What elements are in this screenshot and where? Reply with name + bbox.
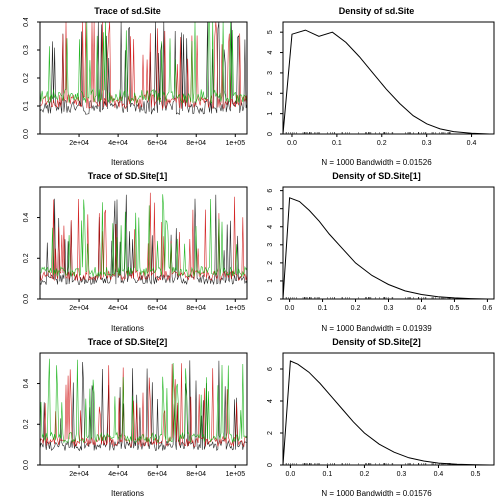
svg-text:0.4: 0.4: [467, 140, 477, 147]
x-axis-label: N = 1000 Bandwidth = 0.01939: [321, 324, 431, 333]
svg-text:2: 2: [267, 431, 274, 435]
svg-text:4e+04: 4e+04: [108, 471, 128, 478]
panel: Density of SD.Site[2] 0 2 4 6 0.0 0.1 0.2 0.3 0.4…: [253, 337, 500, 498]
svg-text:0.5: 0.5: [450, 305, 460, 312]
svg-text:0: 0: [267, 132, 274, 136]
panel-title: Density of SD.Site[1]: [332, 171, 421, 181]
panel: Density of SD.Site[1] 0 1 2 3 4 5 6 0.0 0.1 0.2 0.3…: [253, 171, 500, 332]
svg-text:4: 4: [267, 225, 274, 229]
svg-text:0.2: 0.2: [377, 140, 387, 147]
svg-text:0: 0: [267, 297, 274, 301]
svg-text:0.2: 0.2: [360, 471, 370, 478]
svg-text:6: 6: [267, 189, 274, 193]
svg-text:0.3: 0.3: [23, 45, 30, 55]
svg-text:5: 5: [267, 207, 274, 211]
svg-text:0.2: 0.2: [23, 254, 30, 264]
svg-text:2e+04: 2e+04: [69, 305, 89, 312]
svg-text:0.2: 0.2: [23, 419, 30, 429]
svg-text:0.3: 0.3: [384, 305, 394, 312]
svg-text:0.3: 0.3: [422, 140, 432, 147]
panel-title: Density of sd.Site: [339, 6, 415, 16]
svg-text:0.5: 0.5: [471, 471, 481, 478]
density-plot: 0 1 2 3 4 5 0.0 0.1 0.2 0.3 0.4: [253, 18, 500, 156]
panel: Trace of SD.Site[2] 0.0 0.2 0.4 2e+04 4e+04 6e…: [4, 337, 251, 498]
plot-grid: Trace of sd.Site 0.0 0.1 0.2 0.3 0.4 2e+04 4e+0…: [0, 0, 504, 504]
panel-title: Trace of SD.Site[2]: [88, 337, 168, 347]
svg-text:0.3: 0.3: [397, 471, 407, 478]
x-axis-label: N = 1000 Bandwidth = 0.01576: [321, 489, 431, 498]
svg-text:0.4: 0.4: [23, 378, 30, 388]
svg-text:0.1: 0.1: [23, 101, 30, 111]
svg-text:0.4: 0.4: [417, 305, 427, 312]
svg-text:2: 2: [267, 91, 274, 95]
svg-text:0.1: 0.1: [323, 471, 333, 478]
svg-text:0.2: 0.2: [351, 305, 361, 312]
svg-text:0.0: 0.0: [23, 460, 30, 470]
panel: Trace of SD.Site[1] 0.0 0.2 0.4 2e+04 4e+04 6e…: [4, 171, 251, 332]
plot-area: 0 1 2 3 4 5 0.0 0.1 0.2 0.3 0.4: [253, 18, 500, 156]
density-plot: 0 1 2 3 4 5 6 0.0 0.1 0.2 0.3 0.4 0.5 0.6: [253, 183, 500, 321]
panel: Density of sd.Site 0 1 2 3 4 5 0.0 0.1 0.2 0.3 0.4 N…: [253, 6, 500, 167]
svg-text:3: 3: [267, 71, 274, 75]
svg-text:1: 1: [267, 279, 274, 283]
plot-area: 0.0 0.2 0.4 2e+04 4e+04 6e+04 8e+04 1e+05: [4, 349, 251, 487]
svg-text:0.1: 0.1: [332, 140, 342, 147]
x-axis-label: N = 1000 Bandwidth = 0.01526: [321, 158, 431, 167]
panel: Trace of sd.Site 0.0 0.1 0.2 0.3 0.4 2e+04 4e+0…: [4, 6, 251, 167]
svg-text:0.0: 0.0: [23, 294, 30, 304]
svg-text:6e+04: 6e+04: [147, 305, 167, 312]
svg-text:3: 3: [267, 243, 274, 247]
svg-text:6: 6: [267, 367, 274, 371]
svg-text:2e+04: 2e+04: [69, 471, 89, 478]
svg-text:0.0: 0.0: [287, 140, 297, 147]
trace-plot: 0.0 0.1 0.2 0.3 0.4 2e+04 4e+04 6e+04 8e+04 1e+05: [4, 18, 251, 156]
svg-text:8e+04: 8e+04: [186, 140, 206, 147]
panel-title: Density of SD.Site[2]: [332, 337, 421, 347]
trace-plot: 0.0 0.2 0.4 2e+04 4e+04 6e+04 8e+04 1e+05: [4, 349, 251, 487]
svg-text:0.0: 0.0: [23, 129, 30, 139]
svg-text:0.0: 0.0: [286, 471, 296, 478]
svg-text:1e+05: 1e+05: [225, 471, 245, 478]
svg-text:0.2: 0.2: [23, 73, 30, 83]
plot-area: 0.0 0.1 0.2 0.3 0.4 2e+04 4e+04 6e+04 8e+04 1e+05: [4, 18, 251, 156]
panel-title: Trace of sd.Site: [94, 6, 161, 16]
svg-text:6e+04: 6e+04: [147, 140, 167, 147]
svg-text:0.1: 0.1: [318, 305, 328, 312]
panel-title: Trace of SD.Site[1]: [88, 171, 168, 181]
trace-plot: 0.0 0.2 0.4 2e+04 4e+04 6e+04 8e+04 1e+05: [4, 183, 251, 321]
svg-text:6e+04: 6e+04: [147, 471, 167, 478]
svg-text:0.0: 0.0: [285, 305, 295, 312]
svg-text:4e+04: 4e+04: [108, 305, 128, 312]
svg-text:0.4: 0.4: [23, 18, 30, 27]
svg-text:4: 4: [267, 399, 274, 403]
svg-text:4e+04: 4e+04: [108, 140, 128, 147]
svg-text:1e+05: 1e+05: [225, 305, 245, 312]
density-plot: 0 2 4 6 0.0 0.1 0.2 0.3 0.4 0.5: [253, 349, 500, 487]
plot-area: 0 1 2 3 4 5 6 0.0 0.1 0.2 0.3 0.4 0.5 0.6: [253, 183, 500, 321]
svg-text:0: 0: [267, 463, 274, 467]
svg-text:8e+04: 8e+04: [186, 471, 206, 478]
x-axis-label: Iterations: [111, 158, 144, 167]
svg-text:2e+04: 2e+04: [69, 140, 89, 147]
plot-area: 0.0 0.2 0.4 2e+04 4e+04 6e+04 8e+04 1e+05: [4, 183, 251, 321]
x-axis-label: Iterations: [111, 324, 144, 333]
svg-text:1e+05: 1e+05: [225, 140, 245, 147]
svg-text:0.4: 0.4: [23, 213, 30, 223]
plot-area: 0 2 4 6 0.0 0.1 0.2 0.3 0.4 0.5: [253, 349, 500, 487]
svg-text:2: 2: [267, 261, 274, 265]
svg-text:8e+04: 8e+04: [186, 305, 206, 312]
svg-text:0.6: 0.6: [483, 305, 493, 312]
svg-text:4: 4: [267, 50, 274, 54]
x-axis-label: Iterations: [111, 489, 144, 498]
svg-text:5: 5: [267, 30, 274, 34]
svg-text:1: 1: [267, 112, 274, 116]
svg-text:0.4: 0.4: [434, 471, 444, 478]
